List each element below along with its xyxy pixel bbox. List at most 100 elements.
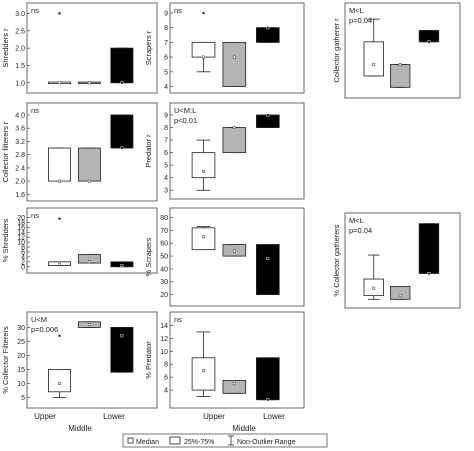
y-tick-label: 25 — [17, 339, 25, 346]
box-lower — [256, 26, 280, 43]
box-lower — [418, 30, 440, 44]
median-marker — [202, 169, 205, 173]
median-marker — [87, 323, 91, 327]
y-tick-label: 6 — [164, 150, 168, 157]
significance-annotation: p=0.006 — [31, 325, 58, 334]
outlier-point — [202, 11, 205, 15]
box-upper — [48, 334, 71, 398]
legend: Median 25%-75% Non-Outlier Range — [122, 433, 328, 448]
significance-annotation: ns — [31, 6, 39, 15]
box-lower — [256, 357, 280, 402]
iqr-box — [418, 30, 440, 43]
y-tick-label: 8 — [164, 25, 168, 32]
median-marker — [120, 146, 124, 150]
box-lower — [110, 47, 134, 85]
y-tick-label: 4.0 — [15, 112, 25, 119]
panel-8: % Collector gatherers M<Lp=0.04 — [332, 212, 461, 309]
x-tick-lower-mid: Lower — [263, 412, 285, 421]
y-tick-label: 20 — [17, 353, 25, 360]
y-tick-label: 20 — [160, 292, 168, 299]
y-tick-label: 15 — [17, 367, 25, 374]
median-marker — [232, 126, 236, 130]
box-upper — [191, 11, 216, 73]
y-tick-label: 4 — [164, 84, 168, 91]
y-tick-label: 9 — [164, 113, 168, 120]
y-tick-label: 1.0 — [15, 80, 25, 87]
y-tick-label: 0 — [21, 264, 25, 271]
significance-annotation: p=0.04 — [349, 16, 372, 25]
median-marker — [427, 40, 431, 44]
y-tick-label: 8 — [21, 245, 25, 252]
median-marker — [202, 369, 205, 373]
iqr-box — [363, 41, 384, 77]
box-middle — [77, 321, 101, 328]
x-tick-lower-left: Lower — [103, 412, 125, 421]
box-upper — [48, 12, 71, 85]
box-middle — [77, 147, 101, 183]
panel-3: Collector gatherer r M<Lp=0.04 — [332, 2, 461, 99]
y-tick-label: 80 — [160, 215, 168, 222]
box-upper — [363, 18, 384, 77]
outlier-point — [58, 334, 61, 337]
iqr-box — [222, 127, 247, 154]
iqr-box — [256, 27, 280, 43]
iqr-box — [256, 244, 280, 295]
y-tick-label: 2.5 — [15, 28, 25, 35]
median-marker — [58, 262, 61, 266]
y-tick-label: 10 — [17, 240, 25, 247]
significance-annotation: M<L — [349, 216, 364, 225]
iqr-box — [191, 357, 216, 391]
box-upper — [48, 217, 71, 266]
significance-annotation: ns — [174, 6, 182, 15]
iqr-box — [110, 114, 134, 149]
y-axis-label: % Collector gatherers — [332, 224, 341, 296]
iqr-box — [222, 379, 247, 394]
iqr-box — [256, 357, 280, 401]
iqr-box — [390, 285, 411, 300]
y-tick-label: 2 — [21, 259, 25, 266]
legend-whisker-label: Non-Outlier Range — [237, 439, 295, 446]
y-tick-label: 5 — [21, 395, 25, 402]
median-marker — [58, 81, 61, 85]
box-middle — [222, 379, 247, 394]
median-marker — [202, 235, 205, 239]
y-tick-label: 2.0 — [15, 46, 25, 53]
median-marker — [87, 260, 91, 264]
box-lower — [418, 223, 440, 275]
iqr-box — [191, 227, 216, 251]
y-tick-label: 3.0 — [15, 11, 25, 18]
panel-7: 20 30 40 50 60 70 80 % Scrapers — [144, 207, 305, 307]
y-axis-label: % Shredders — [1, 219, 10, 263]
median-marker — [120, 81, 124, 85]
y-tick-label: 20 — [17, 215, 25, 222]
y-tick-label: 50 — [160, 254, 168, 261]
y-tick-label: 2.8 — [15, 152, 25, 159]
y-tick-label: 4 — [164, 175, 168, 182]
legend-median-symbol — [127, 437, 134, 444]
y-axis-label: Collector gatherer r — [332, 18, 341, 83]
box-lower — [256, 244, 280, 295]
y-axis-label: % Collector Filterers — [1, 326, 10, 394]
y-tick-label: 12 — [17, 235, 25, 242]
y-axis-label: % Predator — [144, 341, 153, 379]
y-tick-label: 6 — [21, 249, 25, 256]
y-axis-label: Collector filterers r — [1, 121, 10, 182]
box-middle — [222, 126, 247, 154]
box-lower — [256, 113, 280, 128]
y-tick-label: 14 — [17, 230, 25, 237]
median-marker — [427, 272, 431, 275]
y-tick-label: 2.4 — [15, 165, 25, 172]
box-middle — [390, 285, 411, 300]
y-tick-label: 12 — [160, 336, 168, 343]
median-marker — [372, 63, 376, 67]
y-axis-label: Predator r — [144, 134, 153, 168]
iqr-box — [191, 41, 216, 58]
box-upper — [48, 147, 71, 183]
significance-annotation: ns — [174, 315, 182, 324]
y-tick-label: 1.5 — [15, 63, 25, 70]
box-upper — [363, 254, 384, 300]
significance-annotation: ns — [31, 211, 39, 220]
y-tick-label: 1.6 — [15, 192, 25, 199]
